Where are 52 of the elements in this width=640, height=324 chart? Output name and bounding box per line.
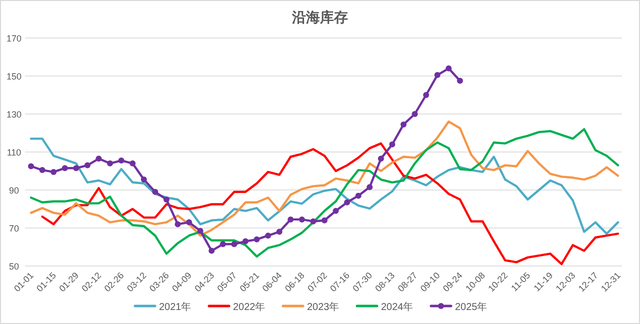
legend-label: 2025年 [455,301,488,313]
y-tick-label: 110 [6,148,22,158]
legend-label: 2023年 [307,301,340,313]
y-tick-label: 150 [6,72,22,82]
chart-title: 沿海库存 [291,9,348,25]
legend-label: 2022年 [233,301,266,313]
point [288,216,294,222]
y-tick-label: 50 [8,262,20,272]
point [152,188,158,195]
point [344,199,350,206]
point [446,65,452,72]
point [254,236,260,242]
point [242,238,248,244]
point [265,232,272,239]
y-tick-label: 70 [8,224,20,234]
y-tick-label: 90 [8,186,20,196]
point [118,158,124,164]
point [298,216,305,222]
point [378,156,384,162]
point [400,121,407,128]
point [310,218,316,224]
point [186,219,192,226]
point [107,160,114,166]
point [412,111,418,117]
point [174,221,181,228]
point [355,192,362,199]
point [130,160,136,166]
point [389,141,396,148]
point [366,184,373,190]
point [140,176,147,183]
point [84,162,90,168]
point [322,217,328,224]
point [434,72,440,78]
point [50,168,57,175]
point [423,92,430,98]
point [163,196,170,202]
point [39,167,46,174]
point [197,228,204,234]
point [28,163,34,170]
point [208,248,215,254]
point [332,208,339,214]
legend-label: 2021年 [159,301,192,313]
point [220,241,226,248]
y-tick-label: 170 [6,34,22,44]
y-tick-label: 130 [6,110,22,120]
point [231,241,238,248]
point [276,228,282,235]
point [62,165,68,172]
point [96,156,102,162]
point [456,78,463,84]
point [73,165,80,172]
legend-label: 2024年 [381,301,414,313]
